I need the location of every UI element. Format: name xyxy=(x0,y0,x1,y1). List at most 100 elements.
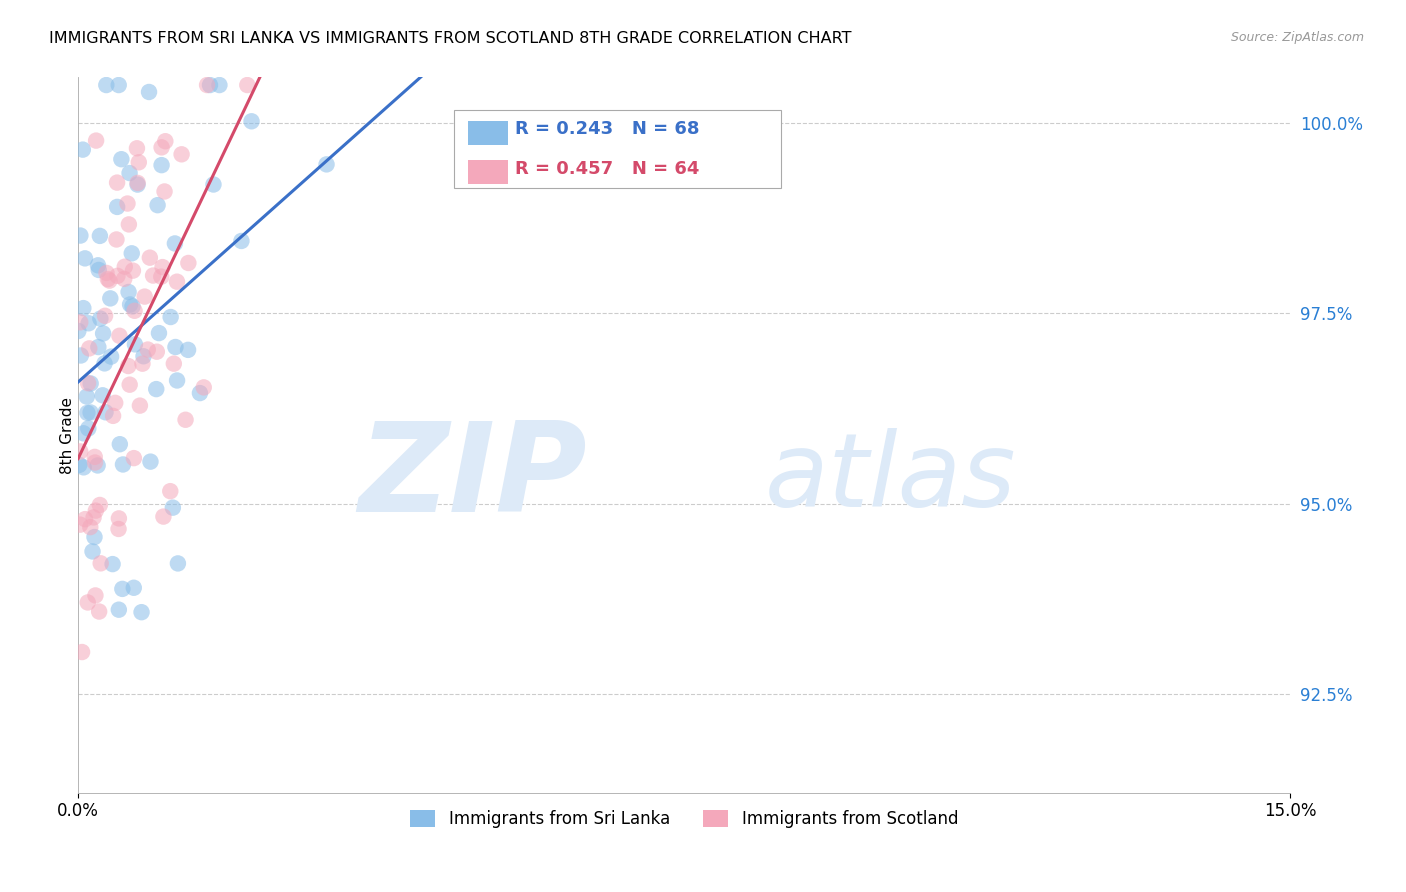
Text: R = 0.457   N = 64: R = 0.457 N = 64 xyxy=(515,160,699,178)
Point xyxy=(170,147,193,161)
Point xyxy=(132,349,155,363)
Point xyxy=(108,328,131,343)
Point xyxy=(120,297,142,311)
Point xyxy=(89,228,111,243)
Point xyxy=(104,396,127,410)
Point xyxy=(94,405,117,419)
Point xyxy=(90,557,112,571)
Point xyxy=(110,152,132,166)
Point xyxy=(83,510,105,524)
Point xyxy=(91,388,114,402)
Point xyxy=(101,557,124,571)
Point xyxy=(73,460,96,475)
Point xyxy=(84,589,107,603)
Point xyxy=(150,269,173,284)
Point xyxy=(117,196,139,211)
Point xyxy=(128,399,150,413)
Point xyxy=(105,200,128,214)
Point xyxy=(118,166,141,180)
Point xyxy=(134,290,156,304)
Point xyxy=(124,303,146,318)
Point xyxy=(163,236,186,251)
Point xyxy=(236,78,259,92)
Point xyxy=(195,78,218,92)
Point xyxy=(105,176,128,190)
Point xyxy=(150,158,173,172)
Point xyxy=(153,185,176,199)
Point xyxy=(89,311,111,326)
Point xyxy=(98,292,121,306)
Point xyxy=(101,409,124,423)
Point xyxy=(72,301,94,315)
Point xyxy=(73,252,96,266)
Point xyxy=(122,581,145,595)
Point xyxy=(128,155,150,169)
Point xyxy=(121,299,143,313)
Point xyxy=(193,380,215,394)
Point xyxy=(69,228,91,243)
Point xyxy=(159,310,181,324)
Point xyxy=(162,500,184,515)
Point xyxy=(148,326,170,340)
Point xyxy=(131,357,153,371)
Point xyxy=(93,356,115,370)
Point xyxy=(166,275,188,289)
Point xyxy=(202,178,225,192)
Point xyxy=(77,421,100,435)
Point xyxy=(127,176,149,190)
Point xyxy=(69,444,91,458)
Point xyxy=(174,413,197,427)
Point xyxy=(67,458,90,472)
Point xyxy=(111,582,134,596)
Point xyxy=(177,256,200,270)
Point xyxy=(108,437,131,451)
Point xyxy=(77,376,100,391)
Point xyxy=(79,520,101,534)
Point xyxy=(155,134,177,148)
Point xyxy=(77,342,100,356)
Point xyxy=(165,340,187,354)
Point xyxy=(86,458,108,473)
Point xyxy=(97,272,120,286)
Point xyxy=(208,78,231,92)
Point xyxy=(89,498,111,512)
Point xyxy=(142,268,165,283)
Point xyxy=(89,605,111,619)
Point xyxy=(117,285,139,299)
Point xyxy=(114,260,136,274)
Point xyxy=(107,522,129,536)
Point xyxy=(122,263,145,277)
Point xyxy=(124,337,146,351)
Point xyxy=(87,263,110,277)
Point xyxy=(198,78,221,92)
Point xyxy=(121,246,143,260)
Point xyxy=(72,143,94,157)
Point xyxy=(87,340,110,354)
Text: ZIP: ZIP xyxy=(359,417,588,539)
Point xyxy=(96,266,118,280)
Point xyxy=(167,557,190,571)
Point xyxy=(77,316,100,330)
Bar xyxy=(468,161,509,184)
Text: R = 0.243   N = 68: R = 0.243 N = 68 xyxy=(515,120,700,138)
Y-axis label: 8th Grade: 8th Grade xyxy=(60,397,76,474)
FancyBboxPatch shape xyxy=(454,110,782,188)
Point xyxy=(117,359,139,373)
Point xyxy=(146,198,169,212)
Point xyxy=(107,268,129,283)
Point xyxy=(177,343,200,357)
Point xyxy=(146,344,169,359)
Point xyxy=(75,512,97,526)
Point xyxy=(83,530,105,544)
Point xyxy=(91,326,114,341)
Point xyxy=(79,405,101,419)
Text: IMMIGRANTS FROM SRI LANKA VS IMMIGRANTS FROM SCOTLAND 8TH GRADE CORRELATION CHAR: IMMIGRANTS FROM SRI LANKA VS IMMIGRANTS … xyxy=(49,31,852,46)
Point xyxy=(152,260,174,274)
Bar xyxy=(468,121,509,145)
Point xyxy=(145,382,167,396)
Point xyxy=(100,350,122,364)
Point xyxy=(112,272,135,286)
Point xyxy=(138,85,160,99)
Point xyxy=(150,140,173,154)
Point xyxy=(108,603,131,617)
